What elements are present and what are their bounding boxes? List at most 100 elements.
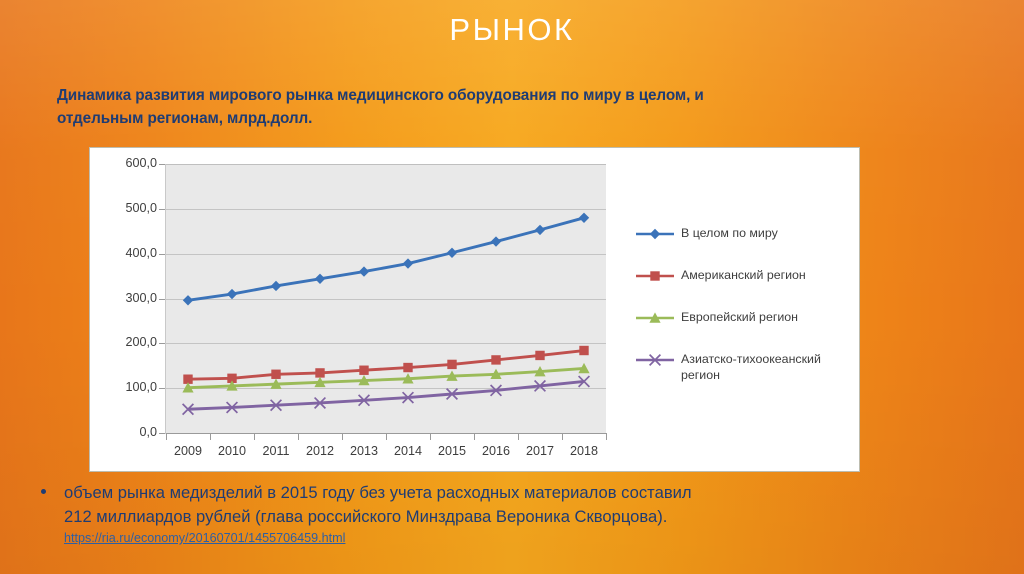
legend-marker-icon bbox=[635, 353, 675, 367]
legend-item: Азиатско-тихоокеанский регион bbox=[635, 352, 850, 383]
data-point-marker bbox=[357, 394, 371, 407]
y-axis-tick bbox=[159, 164, 166, 165]
data-point-marker bbox=[447, 359, 457, 370]
legend-label: В целом по миру bbox=[681, 226, 778, 240]
data-point-marker bbox=[402, 373, 414, 384]
x-axis-tick-label: 2013 bbox=[349, 444, 379, 458]
data-point-marker bbox=[359, 365, 369, 375]
data-point-marker bbox=[269, 399, 283, 412]
x-axis-tick-label: 2016 bbox=[481, 444, 511, 458]
data-point-marker bbox=[490, 368, 502, 380]
x-axis-tick-label: 2014 bbox=[393, 444, 423, 458]
x-axis-tick bbox=[166, 434, 167, 440]
y-axis-tick bbox=[159, 388, 166, 389]
legend-marker-icon bbox=[635, 311, 675, 325]
data-point-marker bbox=[489, 384, 503, 397]
y-axis-labels: 600,0 500,0 400,0 300,0 200,0 100,0 0,0 bbox=[90, 148, 157, 471]
y-axis-tick bbox=[159, 254, 166, 255]
chart-container: 600,0 500,0 400,0 300,0 200,0 100,0 0,0 2009 20… bbox=[89, 147, 860, 472]
legend-item: Европейский регион bbox=[635, 310, 850, 331]
x-axis-tick-label: 2017 bbox=[525, 444, 555, 458]
data-point-marker bbox=[226, 380, 238, 391]
data-point-marker bbox=[315, 368, 325, 378]
bullet-text-line-1: объем рынка медизделий в 2015 году без у… bbox=[64, 483, 692, 502]
data-point-marker bbox=[314, 273, 326, 284]
x-axis-tick bbox=[562, 434, 563, 440]
legend-marker-icon bbox=[635, 227, 675, 241]
series-square bbox=[183, 345, 589, 384]
series-diamond bbox=[182, 212, 590, 306]
series-cross bbox=[181, 375, 591, 416]
gridline bbox=[166, 164, 606, 165]
y-axis-tick-label: 0,0 bbox=[139, 425, 157, 439]
data-point-marker bbox=[445, 387, 459, 400]
data-point-marker bbox=[578, 362, 590, 374]
y-axis-tick bbox=[159, 433, 166, 434]
data-point-marker bbox=[446, 370, 458, 381]
data-point-marker bbox=[358, 266, 370, 277]
x-axis-tick-label: 2011 bbox=[262, 444, 290, 458]
data-point-marker bbox=[579, 345, 589, 356]
data-point-marker bbox=[181, 403, 195, 416]
y-axis-tick-label: 100,0 bbox=[125, 380, 157, 395]
y-axis-tick bbox=[159, 343, 166, 344]
bullet-text: объем рынка медизделий в 2015 году без у… bbox=[64, 481, 998, 529]
chart-subtitle: Динамика развития мирового рынка медицин… bbox=[57, 84, 897, 130]
legend-label: Европейский регион bbox=[681, 310, 799, 324]
chart-subtitle-line-1: Динамика развития мирового рынка медицин… bbox=[57, 87, 704, 104]
gridline bbox=[166, 388, 606, 389]
legend-item: В целом по миру bbox=[635, 226, 850, 247]
data-point-marker bbox=[446, 247, 458, 258]
legend-item: Американский регион bbox=[635, 268, 850, 289]
data-point-marker bbox=[649, 228, 661, 240]
source-link[interactable]: https://ria.ru/economy/20160701/14557064… bbox=[64, 531, 346, 545]
data-point-marker bbox=[577, 375, 591, 388]
data-point-marker bbox=[534, 224, 546, 236]
data-point-marker bbox=[491, 355, 501, 365]
data-point-marker bbox=[403, 362, 413, 373]
legend-label: Американский регион bbox=[681, 268, 806, 282]
data-point-marker bbox=[402, 258, 414, 269]
data-point-marker bbox=[227, 373, 237, 384]
data-point-marker bbox=[358, 374, 370, 386]
gridline bbox=[166, 343, 606, 344]
data-point-marker bbox=[271, 369, 281, 379]
data-point-marker bbox=[270, 280, 282, 292]
y-axis-tick-label: 200,0 bbox=[125, 335, 157, 350]
data-point-marker bbox=[183, 374, 193, 384]
data-point-marker bbox=[578, 212, 590, 223]
x-axis-tick bbox=[606, 434, 607, 440]
data-point-marker bbox=[490, 236, 502, 247]
data-point-marker bbox=[533, 379, 547, 392]
legend-marker-icon bbox=[635, 269, 675, 283]
x-axis-tick bbox=[474, 434, 475, 440]
chart-inner: 600,0 500,0 400,0 300,0 200,0 100,0 0,0 2009 20… bbox=[90, 148, 859, 471]
data-point-marker bbox=[270, 378, 282, 389]
x-axis-tick bbox=[298, 434, 299, 440]
y-axis-tick-label: 300,0 bbox=[125, 290, 157, 305]
x-axis-tick bbox=[210, 434, 211, 440]
series-triangle bbox=[182, 362, 590, 393]
data-point-marker bbox=[182, 295, 194, 306]
bullet-marker-icon bbox=[41, 489, 46, 494]
series-line bbox=[187, 349, 585, 381]
data-point-marker bbox=[401, 391, 415, 404]
x-axis-tick bbox=[386, 434, 387, 440]
x-axis-tick bbox=[430, 434, 431, 440]
x-axis-tick-label: 2015 bbox=[437, 444, 467, 458]
x-axis-tick-label: 2018 bbox=[569, 444, 599, 458]
x-axis-tick bbox=[342, 434, 343, 440]
x-axis-line bbox=[166, 433, 607, 434]
data-point-marker bbox=[225, 401, 239, 414]
y-axis-tick bbox=[159, 209, 166, 210]
series-line bbox=[187, 366, 585, 390]
y-axis-tick-label: 500,0 bbox=[125, 200, 157, 215]
legend-label: Азиатско-тихоокеанский регион bbox=[681, 352, 821, 382]
data-point-marker bbox=[649, 312, 661, 323]
page-title: РЫНОК bbox=[449, 12, 575, 47]
data-point-marker bbox=[535, 350, 545, 361]
x-axis-tick-label: 2009 bbox=[173, 444, 203, 458]
gridline bbox=[166, 209, 606, 210]
gridline bbox=[166, 299, 606, 300]
